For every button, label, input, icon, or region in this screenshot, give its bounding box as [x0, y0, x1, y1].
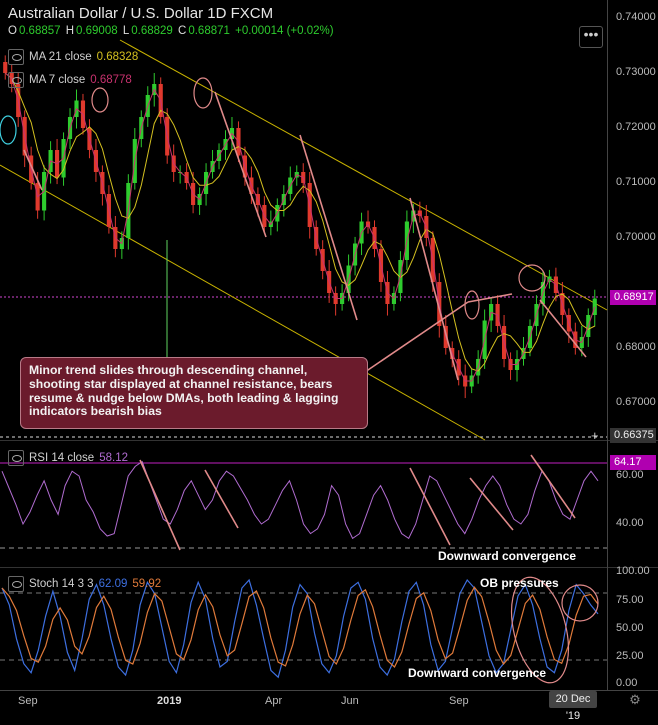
- rsi-value: 58.12: [99, 452, 128, 464]
- stoch-tick: 75.00: [616, 594, 644, 606]
- trend-arrow: [539, 299, 587, 358]
- ma7-line: [4, 72, 596, 382]
- rsi-arrow: [204, 469, 239, 529]
- price-tick: 0.68000: [616, 341, 656, 353]
- rsi-arrow: [139, 459, 181, 551]
- open-label: O: [8, 25, 17, 37]
- channel-upper[interactable]: [119, 39, 608, 311]
- rsi-tick: 60.00: [616, 469, 644, 481]
- stoch-tick: 100.00: [616, 565, 650, 577]
- close-label: C: [178, 25, 187, 37]
- price-tick: 0.74000: [616, 11, 656, 23]
- time-tick: Jun: [341, 695, 359, 707]
- stoch-k-line: [1, 578, 599, 679]
- crosshair-plus-icon[interactable]: +: [591, 428, 599, 443]
- low-value: 0.68829: [131, 25, 173, 37]
- ob-pressure-note: OB pressures: [480, 576, 559, 590]
- open-value: 0.68857: [18, 25, 61, 37]
- price-tick: 0.71000: [616, 176, 656, 188]
- stoch-d-line: [1, 586, 599, 668]
- more-options-icon[interactable]: •••: [579, 26, 603, 48]
- stoch-tick: 50.00: [616, 622, 644, 634]
- trend-arrow: [409, 197, 459, 381]
- visibility-icon[interactable]: [8, 576, 24, 592]
- rsi-tag: 64.17: [610, 455, 656, 470]
- ma7-label: MA 7 close: [29, 74, 86, 86]
- rsi-line: [1, 460, 599, 540]
- rsi-arrow: [530, 454, 576, 519]
- trend-arrow: [214, 91, 267, 238]
- stoch-d-value: 59.92: [132, 578, 162, 590]
- price-tick: 0.73000: [616, 66, 656, 78]
- change-value: +0.00014 (+0.02%): [235, 25, 334, 37]
- highlight-ellipse: [0, 115, 17, 145]
- stoch-legend[interactable]: Stoch 14 3 3 62.09 59.92: [8, 576, 161, 592]
- rsi-label: RSI 14 close: [29, 452, 95, 464]
- current-date-tag: 20 Dec '19: [549, 691, 597, 722]
- visibility-icon[interactable]: [8, 450, 24, 466]
- candle-up[interactable]: [592, 298, 597, 316]
- ma7-legend[interactable]: MA 7 close 0.68778: [8, 72, 132, 88]
- trend-arrow: [23, 149, 43, 191]
- cursor-price-tag: 0.66375: [610, 428, 656, 443]
- ma21-label: MA 21 close: [29, 51, 92, 63]
- stoch-tick: 25.00: [616, 650, 644, 662]
- channel-lower[interactable]: [0, 164, 486, 441]
- stoch-label: Stoch 14 3 3: [29, 578, 94, 590]
- ma21-line: [4, 72, 596, 372]
- ma21-legend[interactable]: MA 21 close 0.68328: [8, 49, 138, 65]
- trend-arrow: [299, 134, 358, 321]
- ma21-value: 0.68328: [96, 51, 139, 63]
- rsi-arrow: [409, 467, 451, 546]
- price-tick: 0.72000: [616, 121, 656, 133]
- gear-icon[interactable]: ⚙: [629, 692, 641, 707]
- chart-title: Australian Dollar / U.S. Dollar 1D FXCM: [8, 5, 274, 22]
- close-value: 0.68871: [188, 25, 230, 37]
- stoch-convergence-note: Downward convergence: [408, 666, 547, 680]
- stoch-k-value: 62.09: [98, 578, 128, 590]
- rsi-legend[interactable]: RSI 14 close 58.12: [8, 450, 128, 466]
- callout-pointer: [364, 301, 469, 373]
- high-value: 0.69008: [76, 25, 118, 37]
- time-tick: Sep: [449, 695, 469, 707]
- stoch-ob-circle: [561, 584, 599, 622]
- ohlc-readout: O 0.68857 H 0.69008 L 0.68829 C 0.68871 +0.0…: [8, 25, 336, 37]
- visibility-icon[interactable]: [8, 72, 24, 88]
- last-price-tag: 0.68917: [610, 290, 656, 305]
- candle-down[interactable]: [3, 62, 8, 73]
- highlight-ellipse: [464, 290, 480, 320]
- candles-group: [3, 55, 597, 399]
- low-label: L: [122, 25, 130, 37]
- price-tick: 0.67000: [616, 396, 656, 408]
- ma7-value: 0.68778: [90, 74, 132, 86]
- time-tick: 2019: [157, 695, 182, 707]
- rsi-convergence-note: Downward convergence: [438, 549, 577, 563]
- price-tick: 0.70000: [616, 231, 656, 243]
- analysis-callout: Minor trend slides through descending ch…: [20, 357, 368, 429]
- highlight-ellipse: [193, 77, 213, 109]
- stoch-tick: 0.00: [616, 677, 638, 689]
- visibility-icon[interactable]: [8, 49, 24, 65]
- time-tick: Sep: [18, 695, 38, 707]
- rsi-tick: 40.00: [616, 517, 644, 529]
- stoch-ellipse: [510, 576, 570, 684]
- high-label: H: [65, 25, 75, 37]
- highlight-ellipse: [91, 87, 109, 113]
- time-tick: Apr: [265, 695, 283, 707]
- rsi-arrow: [469, 477, 514, 531]
- shooting-star-circle: [518, 264, 546, 292]
- callout-pointer: [467, 293, 513, 303]
